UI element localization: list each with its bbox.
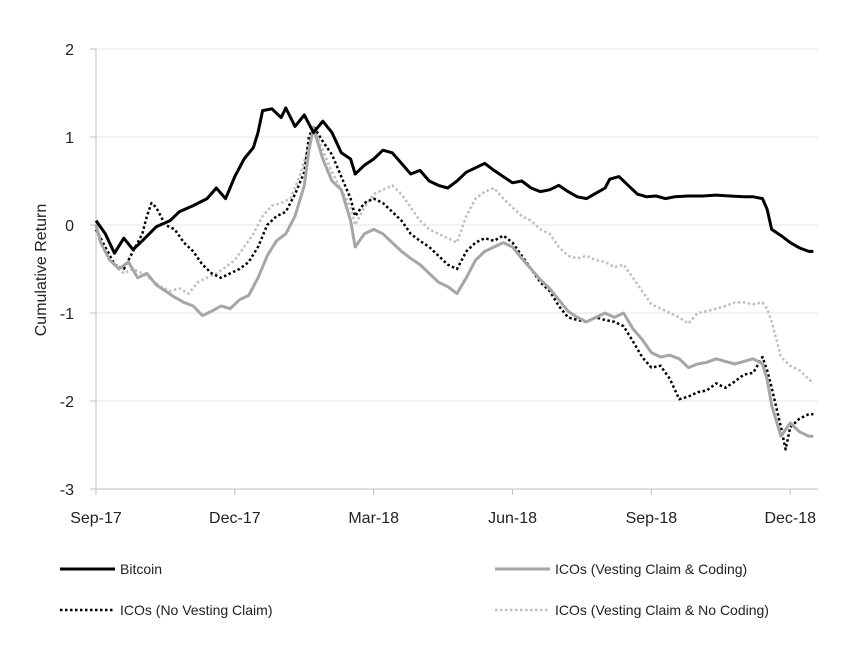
series-line-0 [94, 106, 814, 255]
y-tick-label: -2 [60, 394, 74, 411]
series-line-2 [94, 125, 814, 451]
series-lines [94, 106, 815, 451]
x-tick-label: Sep-18 [626, 510, 678, 527]
series-line-3 [94, 125, 815, 385]
legend-label-0: Bitcoin [120, 561, 162, 577]
y-tick-label: 2 [65, 42, 74, 59]
x-tick-label: Dec-17 [209, 510, 261, 527]
x-tick-label: Sep-17 [70, 510, 122, 527]
y-tick-labels: 2 1 0 -1 -2 -3 [60, 42, 96, 499]
y-axis-title: Cumulative Return [33, 204, 50, 337]
gridlines [96, 48, 818, 402]
x-tick-label: Dec-18 [764, 510, 816, 527]
y-tick-label: -1 [60, 306, 74, 323]
series-line-1 [94, 126, 814, 438]
y-tick-label: 0 [65, 218, 74, 235]
legend-label-1: ICOs (Vesting Claim & Coding) [555, 561, 747, 577]
axes [95, 49, 818, 490]
legend-label-2: ICOs (No Vesting Claim) [120, 602, 272, 618]
x-tick-labels: Sep-17 Dec-17 Mar-18 Jun-18 Sep-18 Dec-18 [70, 489, 816, 527]
x-tick-label: Mar-18 [348, 510, 399, 527]
legend-label-3: ICOs (Vesting Claim & No Coding) [555, 602, 769, 618]
legend: Bitcoin ICOs (Vesting Claim & Coding) ICOs… [60, 561, 769, 618]
y-tick-label: 1 [65, 130, 74, 147]
x-tick-label: Jun-18 [488, 510, 537, 527]
y-tick-label: -3 [60, 482, 74, 499]
